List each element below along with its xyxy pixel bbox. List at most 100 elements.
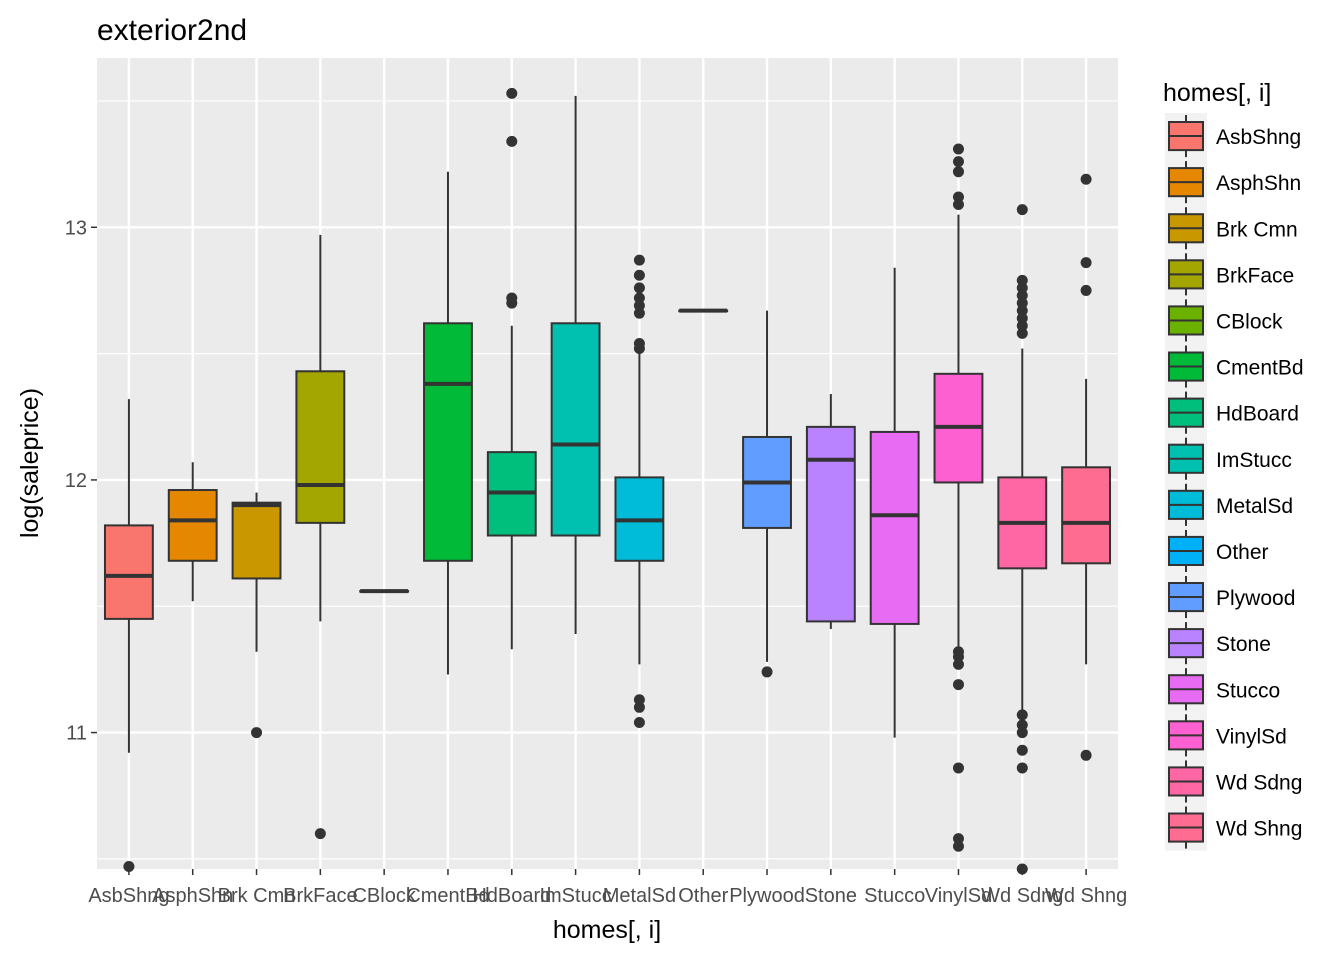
box-asbshng (103, 399, 154, 872)
outlier-point (1016, 204, 1028, 216)
box-body (869, 430, 920, 625)
outlier-point (1016, 320, 1028, 332)
outlier-point (761, 666, 773, 678)
x-tick-label: VinylSd (925, 885, 992, 907)
box-body (295, 370, 346, 524)
x-tick-label: Brk Cmn (218, 885, 296, 907)
outlier-point (1080, 284, 1092, 296)
outlier-point (633, 269, 645, 281)
legend-item-asphshn: AsphShn (1165, 159, 1301, 206)
legend-label: Brk Cmn (1216, 218, 1298, 241)
outlier-point (1016, 312, 1028, 324)
legend-item-cblock: CBlock (1165, 297, 1283, 344)
outlier-point (952, 833, 964, 845)
legend-item-vinylsd: VinylSd (1165, 712, 1287, 759)
legend-label: CmentBd (1216, 357, 1304, 380)
legend-label: Wd Shng (1216, 818, 1302, 841)
x-tick-label: MetalSd (603, 885, 676, 907)
legend-item-stucco: Stucco (1165, 666, 1280, 713)
outlier-point (952, 191, 964, 203)
x-tick-label: HdBoard (472, 885, 551, 907)
legend-label: Wd Sdng (1216, 771, 1302, 794)
y-tick-label: 11 (66, 723, 87, 745)
legend-label: AsbShng (1216, 126, 1301, 149)
legend-item-metalsd: MetalSd (1165, 481, 1293, 528)
outlier-point (506, 135, 518, 147)
outlier-point (1016, 282, 1028, 294)
x-tick-label: AsphShn (152, 885, 233, 907)
x-tick-label: Stone (805, 885, 857, 907)
outlier-point (1016, 744, 1028, 756)
box-body (550, 322, 601, 537)
box-stone (805, 394, 856, 629)
box-vinylsd (933, 143, 984, 852)
outlier-point (1080, 257, 1092, 269)
outlier-point (952, 199, 964, 211)
outlier-point (952, 840, 964, 852)
y-axis-title: log(saleprice) (16, 388, 44, 538)
box-other (678, 308, 729, 313)
box-body (231, 501, 282, 580)
y-tick-label: 13 (65, 217, 87, 239)
outlier-point (1016, 289, 1028, 301)
legend-label: VinylSd (1216, 725, 1287, 748)
x-axis-title: homes[, i] (553, 916, 661, 944)
x-tick-label: CmentBd (406, 885, 489, 907)
box-brk-cmn (231, 492, 282, 739)
box-body (423, 322, 473, 562)
chart-title: exterior2nd (97, 14, 247, 47)
outlier-point (1016, 709, 1028, 721)
outlier-point (952, 143, 964, 155)
y-tick-label: 12 (65, 470, 87, 492)
outlier-point (952, 156, 964, 168)
outlier-point (506, 292, 518, 304)
outlier-point (633, 307, 645, 319)
legend-item-wd-sdng: Wd Sdng (1165, 758, 1302, 805)
box-body (1061, 466, 1112, 565)
legend-item-cmentbd: CmentBd (1165, 343, 1304, 390)
x-tick-label: Wd Sdng (981, 885, 1063, 907)
box-asphshn (167, 462, 218, 602)
outlier-point (1016, 719, 1028, 731)
outlier-point (1016, 727, 1028, 739)
outlier-point (633, 716, 645, 728)
legend-item-stone: Stone (1165, 620, 1271, 667)
box-body (103, 524, 154, 620)
legend-label: Other (1216, 541, 1269, 564)
legend-item-other: Other (1165, 527, 1269, 574)
x-tick-label: ImStucc (539, 885, 611, 907)
box-cmentbd (423, 171, 473, 675)
outlier-point (1016, 762, 1028, 774)
legend-item-hdboard: HdBoard (1165, 389, 1299, 436)
x-tick-label: Other (678, 885, 728, 907)
legend-item-imstucc: ImStucc (1165, 435, 1292, 482)
outlier-point (1016, 274, 1028, 286)
legend-label: CBlock (1216, 310, 1283, 333)
outlier-point (633, 254, 645, 266)
legend-label: Stucco (1216, 679, 1280, 702)
outlier-point (1016, 305, 1028, 317)
box-cblock (359, 589, 410, 594)
outlier-point (1080, 749, 1092, 761)
box-hdboard (486, 87, 537, 650)
outlier-point (952, 166, 964, 178)
x-tick-label: Plywood (729, 885, 805, 907)
outlier-point (952, 762, 964, 774)
box-wd-shng (1061, 173, 1112, 761)
x-tick-label: Wd Shng (1045, 885, 1127, 907)
box-metalsd (614, 254, 665, 728)
legend-item-plywood: Plywood (1165, 574, 1295, 621)
legend-label: AsphShn (1216, 172, 1301, 195)
box-imstucc (550, 95, 601, 635)
box-body (167, 489, 218, 562)
outlier-point (952, 679, 964, 691)
legend-item-wd-shng: Wd Shng (1165, 804, 1302, 851)
legend-label: Stone (1216, 633, 1271, 656)
box-body (805, 425, 856, 623)
legend-label: MetalSd (1216, 495, 1293, 518)
x-tick-label: BrkFace (283, 885, 357, 907)
outlier-point (123, 860, 135, 872)
outlier-point (952, 658, 964, 670)
